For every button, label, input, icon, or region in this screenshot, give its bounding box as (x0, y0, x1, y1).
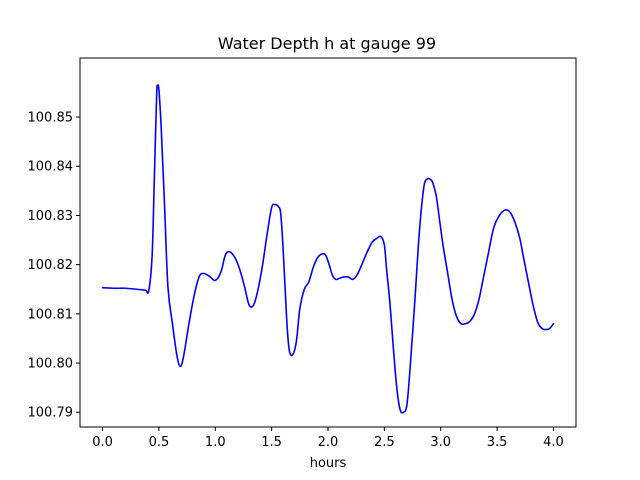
y-tick-label: 100.82 (28, 258, 74, 273)
x-tick-label: 1.0 (205, 435, 226, 450)
series-line (101, 84, 555, 414)
x-tick-label: 4.0 (543, 435, 564, 450)
x-tick-label: 0.0 (92, 435, 113, 450)
plot-area-frame (79, 57, 577, 428)
x-tick-label: 2.0 (318, 435, 339, 450)
y-tick-label: 100.80 (28, 357, 74, 372)
y-tick-label: 100.83 (28, 209, 74, 224)
y-tick-label: 100.85 (28, 111, 74, 126)
x-tick-label: 2.5 (374, 435, 395, 450)
y-axis: 100.79 100.80 100.81 100.82 100.83 100.84 100.… (28, 111, 80, 421)
x-tick-label: 3.5 (487, 435, 508, 450)
series-layer (101, 84, 555, 414)
y-tick-label: 100.79 (28, 406, 74, 421)
x-axis-label: hours (310, 456, 347, 471)
y-tick-label: 100.84 (28, 160, 74, 175)
x-axis: 0.0 0.5 1.0 1.5 2.0 2.5 3.0 3.5 4.0 (92, 427, 564, 450)
chart-title: Water Depth h at gauge 99 (218, 34, 436, 53)
x-tick-label: 1.5 (261, 435, 282, 450)
x-tick-label: 3.0 (430, 435, 451, 450)
x-tick-label: 0.5 (149, 435, 170, 450)
y-tick-label: 100.81 (28, 307, 74, 322)
